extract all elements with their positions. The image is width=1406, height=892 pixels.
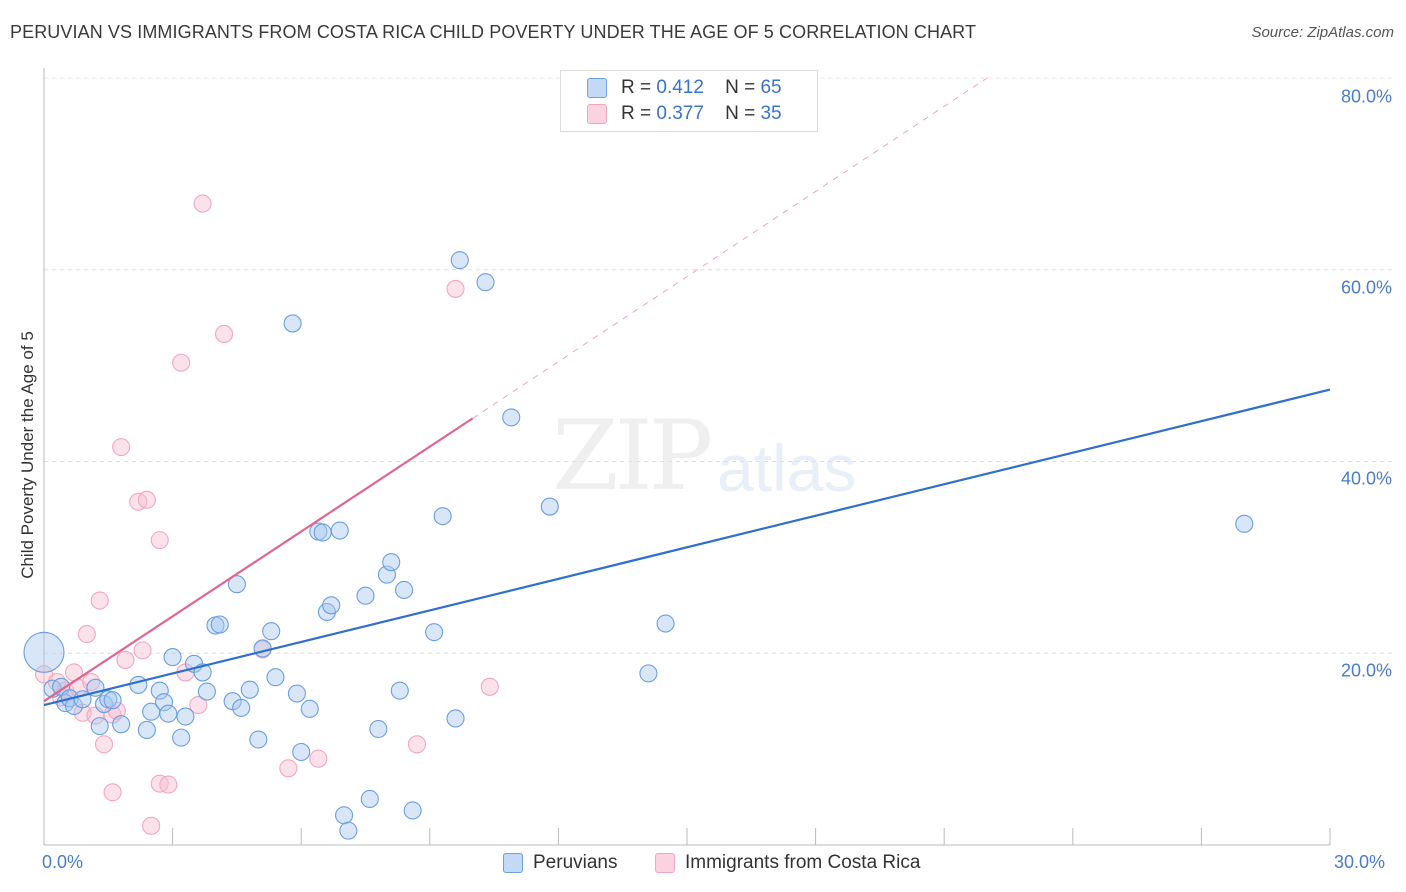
costa-rica-point: [407, 735, 426, 754]
peruvian-point: [360, 789, 379, 809]
peruvian-point: [322, 596, 341, 615]
x-tick-label-min: 0.0%: [42, 852, 84, 872]
costa-rica-point: [112, 438, 131, 457]
watermark-zip: ZIP: [552, 400, 713, 512]
peruvian-point: [403, 801, 422, 820]
legend-swatch: [503, 853, 523, 873]
series-legend-peruvians[interactable]: Peruvians: [503, 852, 618, 874]
chart-title: PERUVIAN VS IMMIGRANTS FROM COSTA RICA C…: [10, 22, 977, 42]
legend-swatch: [587, 78, 607, 98]
series-label: Peruvians: [533, 852, 618, 873]
legend-row-peruvians: R = 0.412 N = 65: [587, 76, 782, 100]
costa-rica-point: [133, 641, 152, 660]
legend-row-costa-rica: R = 0.377 N = 35: [587, 102, 782, 126]
legend-n-value: 65: [760, 77, 782, 98]
peruvian-point: [23, 631, 65, 673]
peruvian-point: [227, 575, 246, 594]
peruvian-point: [639, 664, 658, 683]
legend-r-label: R =: [621, 77, 652, 98]
peruvian-point: [249, 730, 268, 749]
peruvian-point: [210, 615, 229, 634]
legend-r-value: 0.377: [656, 103, 704, 124]
peruvian-point: [129, 675, 148, 694]
peruvian-point: [339, 821, 358, 840]
peruvian-point: [240, 680, 259, 699]
peruvian-point: [197, 682, 216, 701]
peruvian-point: [433, 507, 452, 526]
costa-rica-point: [193, 194, 212, 213]
legend-r-value: 0.412: [656, 77, 704, 98]
peruvian-point: [137, 720, 156, 740]
peruvian-point: [112, 715, 131, 734]
peruvian-point: [266, 668, 285, 687]
costa-rica-point: [159, 775, 178, 794]
x-tick-label-max: 30.0%: [1334, 852, 1386, 872]
peruvian-point: [176, 707, 195, 726]
peruvian-point: [232, 698, 251, 717]
costa-rica-point: [480, 677, 499, 696]
peruvian-trend-line: [43, 388, 1331, 707]
legend-n-label: N =: [725, 103, 756, 124]
costa-rica-point: [150, 531, 169, 550]
watermark-atlas: atlas: [717, 431, 857, 505]
peruvian-point: [150, 681, 169, 700]
costa-rica-point: [279, 759, 298, 778]
peruvian-point: [287, 684, 306, 703]
costa-rica-point: [142, 816, 161, 835]
costa-rica-point: [116, 650, 135, 670]
peruvian-point: [1235, 514, 1254, 533]
y-tick-label: 40.0%: [1340, 468, 1392, 489]
peruvian-point: [330, 521, 349, 540]
peruvian-point: [425, 623, 444, 642]
legend-r-label: R =: [621, 103, 652, 124]
peruvian-point: [656, 614, 675, 633]
peruvian-point: [253, 639, 272, 658]
peruvian-point: [154, 693, 174, 712]
series-legend-costa-rica[interactable]: Immigrants from Costa Rica: [655, 852, 920, 874]
peruvian-point: [292, 742, 311, 762]
costa-rica-point: [214, 324, 234, 344]
legend-n-label: N =: [725, 77, 756, 98]
peruvian-point: [450, 251, 469, 270]
peruvian-point: [159, 704, 178, 723]
costa-rica-point: [90, 591, 109, 610]
peruvian-point: [313, 523, 332, 542]
peruvian-point: [502, 408, 521, 427]
peruvian-point: [283, 314, 302, 333]
costa-rica-point: [103, 783, 122, 802]
peruvian-point: [369, 719, 388, 739]
peruvian-point: [163, 648, 182, 667]
stats-legend: R = 0.412 N = 65 R = 0.377 N = 35: [560, 70, 818, 132]
costa-rica-trend-line: [43, 417, 474, 703]
peruvian-point: [90, 717, 109, 736]
series-label: Immigrants from Costa Rica: [685, 852, 921, 873]
costa-rica-point: [94, 735, 114, 754]
peruvian-point: [103, 691, 122, 710]
peruvian-point: [390, 681, 409, 700]
peruvian-point: [300, 699, 319, 718]
y-tick-label: 20.0%: [1340, 660, 1392, 681]
y-tick-label: 80.0%: [1340, 86, 1392, 107]
costa-rica-point: [137, 490, 156, 509]
costa-rica-point: [189, 695, 208, 715]
costa-rica-point: [446, 279, 465, 298]
y-tick-label: 60.0%: [1340, 277, 1392, 298]
legend-swatch: [587, 104, 607, 124]
peruvian-point: [382, 553, 401, 572]
peruvian-point: [476, 273, 495, 292]
costa-rica-point: [172, 353, 191, 372]
source-credit: Source: ZipAtlas.com: [1251, 24, 1394, 41]
peruvian-point: [356, 586, 375, 605]
peruvian-point: [335, 806, 354, 825]
costa-rica-point: [77, 625, 96, 644]
peruvian-point: [540, 497, 559, 516]
peruvian-point: [395, 580, 414, 600]
legend-swatch: [655, 853, 675, 873]
costa-rica-point: [309, 749, 328, 768]
peruvian-point: [262, 622, 281, 641]
peruvian-point: [172, 728, 191, 747]
legend-n-value: 35: [760, 103, 782, 124]
peruvian-point: [446, 709, 465, 728]
